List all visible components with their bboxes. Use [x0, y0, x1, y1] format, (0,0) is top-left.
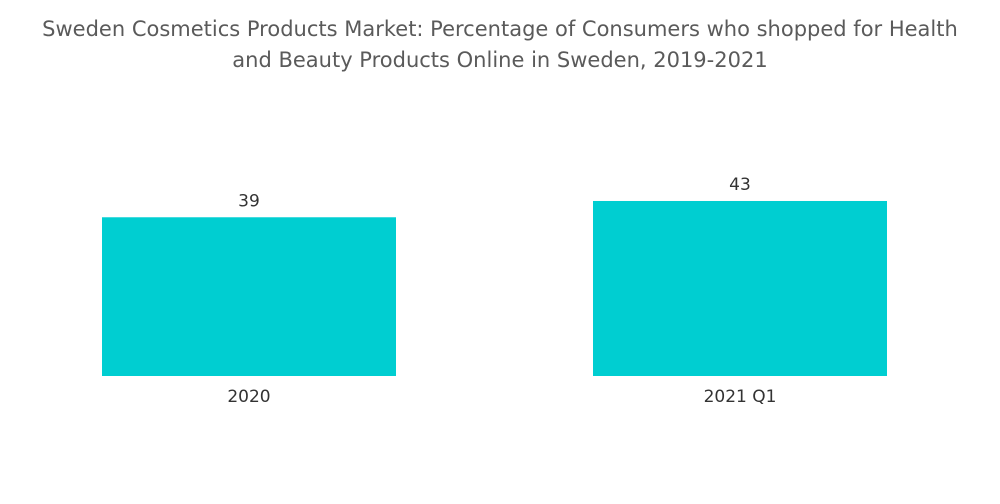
bar-2: [593, 200, 887, 376]
bar-1: [102, 217, 396, 376]
category-label-2: 2021 Q1: [704, 387, 777, 407]
data-label-2: 43: [729, 175, 751, 195]
chart-title-line-2: and Beauty Products Online in Sweden, 20…: [232, 48, 768, 72]
chart-title-line-1: Sweden Cosmetics Products Market: Percen…: [42, 17, 958, 41]
data-label-1: 39: [238, 191, 260, 211]
category-label-1: 2020: [227, 387, 270, 407]
chart-title: Sweden Cosmetics Products Market: Percen…: [0, 14, 1000, 76]
